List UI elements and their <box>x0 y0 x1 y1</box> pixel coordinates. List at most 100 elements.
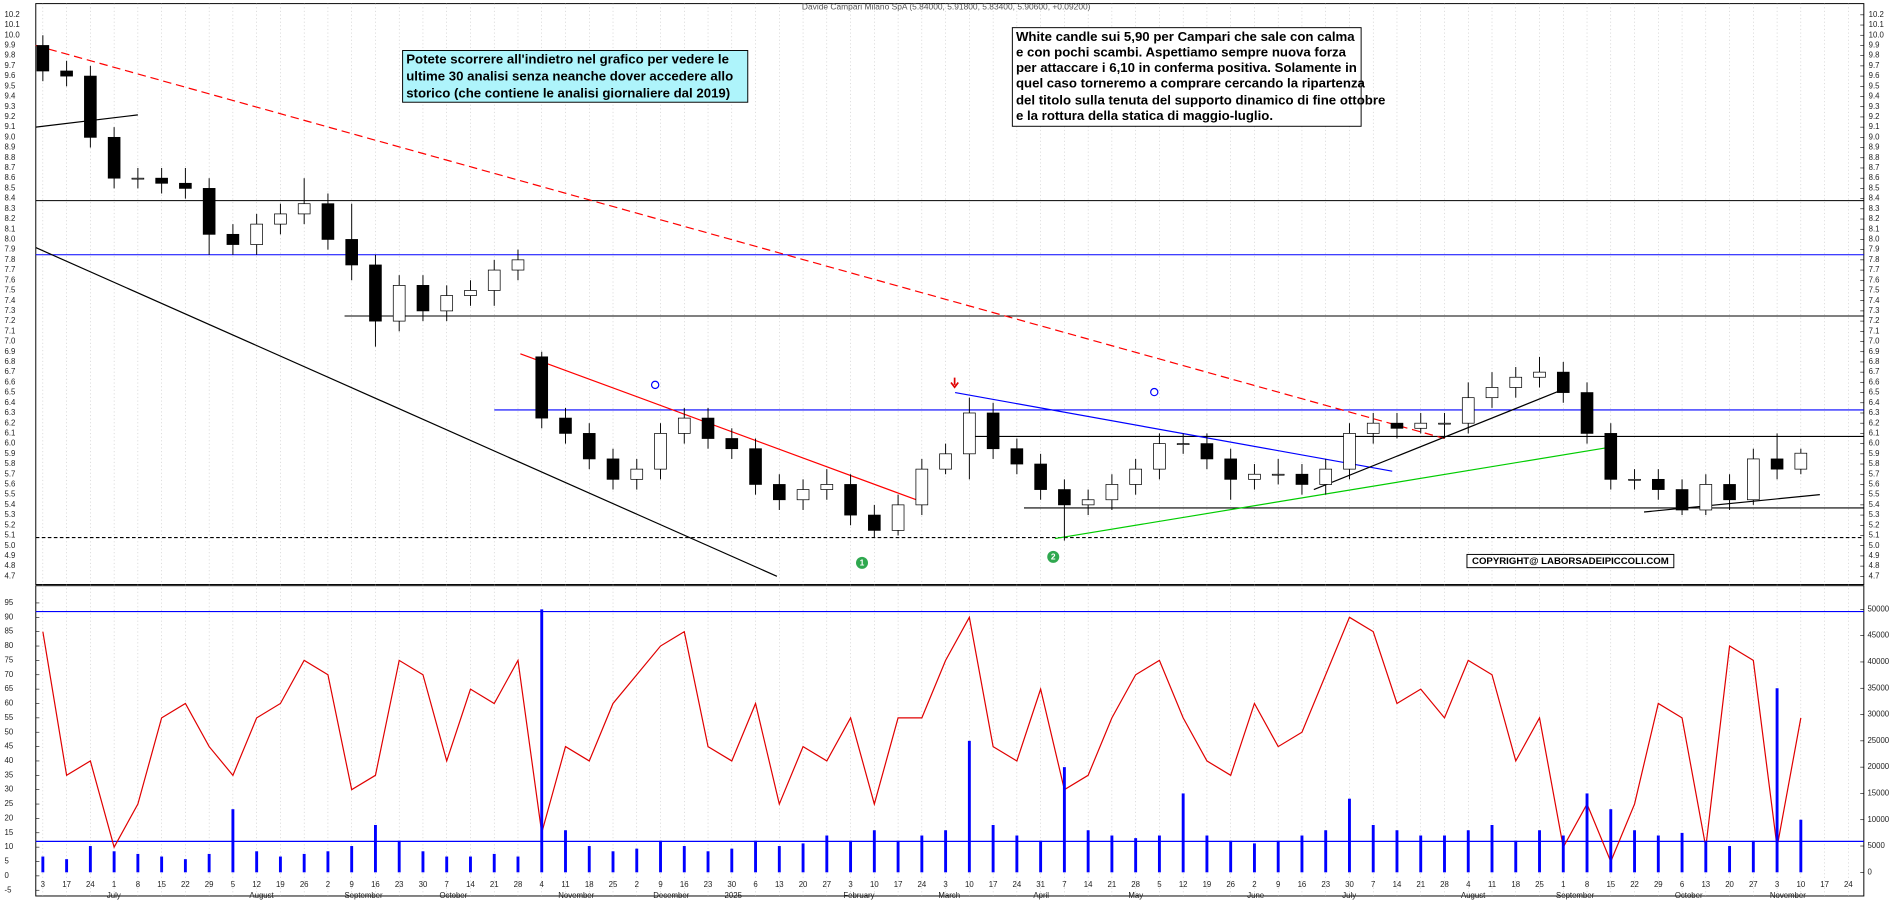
copyright: COPYRIGHT@ LABORSADEIPICCOLI.COM <box>1472 556 1669 567</box>
signal-arrow <box>950 377 959 389</box>
candle-body <box>844 484 857 516</box>
volume-bar <box>1157 835 1161 873</box>
volume-bar <box>1680 832 1684 873</box>
volume-bar <box>849 840 853 873</box>
month-label: 2025 <box>725 891 743 900</box>
x-tick-label: 6 <box>753 880 757 889</box>
candle-body <box>1129 468 1142 485</box>
x-tick-label: 28 <box>1440 880 1449 889</box>
y-tick-label: 8.5 <box>5 183 17 192</box>
volume-bar <box>1799 819 1803 873</box>
volume-bar <box>1015 835 1019 873</box>
y-tick-label: 8.1 <box>5 224 16 233</box>
x-tick-label: 6 <box>1680 880 1684 889</box>
y-tick-label: 5.9 <box>1869 449 1880 458</box>
y-tick-label: 5.0 <box>1869 541 1881 550</box>
volume-bar <box>492 853 496 873</box>
x-tick-label: 23 <box>395 880 404 889</box>
x-tick-label: 28 <box>514 880 523 889</box>
y-tick-label: 15 <box>5 828 14 837</box>
y-tick-label: 6.2 <box>5 418 16 427</box>
x-tick-label: 19 <box>1203 880 1212 889</box>
y-tick-label: 6.5 <box>1869 388 1881 397</box>
volume-bar <box>65 859 69 873</box>
candle-body <box>1200 443 1214 460</box>
y-tick-label: 30 <box>5 785 14 794</box>
volume-bar <box>445 856 449 873</box>
volume-bar <box>682 846 686 873</box>
y2-tick-label: 30000 <box>1867 710 1889 719</box>
y-tick-label: 7.0 <box>5 337 17 346</box>
y-tick-label: 5.5 <box>1869 490 1881 499</box>
volume-bar <box>1205 835 1209 873</box>
trend-line <box>1643 494 1820 513</box>
x-tick-label: 20 <box>799 880 808 889</box>
y-tick-label: 6.0 <box>5 439 17 448</box>
y-tick-label: 8.7 <box>5 163 16 172</box>
candle-body <box>1438 422 1451 425</box>
volume-bar <box>635 848 639 873</box>
candle-body <box>1533 371 1546 378</box>
candle-body <box>1723 484 1736 501</box>
y-tick-label: 7.5 <box>1869 286 1881 295</box>
candle-body <box>1580 392 1594 434</box>
y-tick-label: 9.5 <box>1869 81 1881 90</box>
y-tick-label: 25 <box>5 799 14 808</box>
volume-bar <box>1252 843 1256 873</box>
x-tick-label: 10 <box>870 880 879 889</box>
y2-tick-label: 5000 <box>1867 841 1885 850</box>
x-tick-label: 26 <box>300 880 309 889</box>
y-tick-label: 7.3 <box>1869 306 1880 315</box>
x-tick-label: 12 <box>252 880 261 889</box>
candle-body <box>297 203 311 215</box>
y-tick-label: 0 <box>5 871 10 880</box>
candle-body <box>84 75 97 138</box>
y-tick-label: 9.1 <box>1869 122 1880 131</box>
x-tick-label: 17 <box>894 880 903 889</box>
y-tick-label: 80 <box>5 641 14 650</box>
candle-body <box>725 438 739 450</box>
x-tick-label: 31 <box>1036 880 1045 889</box>
month-label: October <box>1675 891 1703 900</box>
candle-body <box>392 285 406 322</box>
volume-bar <box>1110 835 1114 873</box>
candle-body <box>155 177 168 184</box>
y-tick-label: 40 <box>5 756 14 765</box>
x-tick-label: 8 <box>136 880 140 889</box>
y-tick-label: 9.8 <box>1869 51 1880 60</box>
y2-tick-label: 50000 <box>1867 604 1889 613</box>
y-tick-label: 7.8 <box>1869 255 1880 264</box>
candle-body <box>1034 463 1047 490</box>
candle-body <box>630 468 644 480</box>
volume-bar <box>1538 830 1541 873</box>
candle-body <box>796 489 810 501</box>
volume-bar <box>421 851 425 873</box>
volume-bar <box>255 851 259 873</box>
x-tick-label: 7 <box>445 880 449 889</box>
x-tick-label: 3 <box>1775 880 1779 889</box>
chart-title: Davide Campari Milano SpA (5.84000, 5.91… <box>802 1 1091 11</box>
month-label: June <box>1247 891 1264 900</box>
candle-body <box>606 458 620 480</box>
x-tick-label: 3 <box>41 880 45 889</box>
y-tick-label: 90 <box>5 612 14 621</box>
y-tick-label: 6.1 <box>1869 428 1880 437</box>
x-tick-label: 13 <box>1701 880 1710 889</box>
volume-bar <box>1300 835 1304 873</box>
x-tick-label: 18 <box>585 880 594 889</box>
volume-bar <box>1086 830 1090 873</box>
volume-bar <box>1609 809 1613 873</box>
candle-body <box>440 295 454 312</box>
candle-body <box>1153 443 1166 470</box>
candle-body <box>1224 458 1237 480</box>
month-label: May <box>1128 891 1143 900</box>
candle-body <box>369 264 382 322</box>
y-tick-label: 5.8 <box>5 459 16 468</box>
note-line: White candle sui 5,90 per Campari che sa… <box>1016 29 1355 44</box>
y-tick-label: 9.4 <box>5 92 17 101</box>
y-tick-label: 4.8 <box>5 561 16 570</box>
y2-tick-label: 0 <box>1867 867 1872 876</box>
month-label: March <box>938 891 960 900</box>
y-tick-label: 8.3 <box>5 204 16 213</box>
volume-bar <box>516 856 520 873</box>
